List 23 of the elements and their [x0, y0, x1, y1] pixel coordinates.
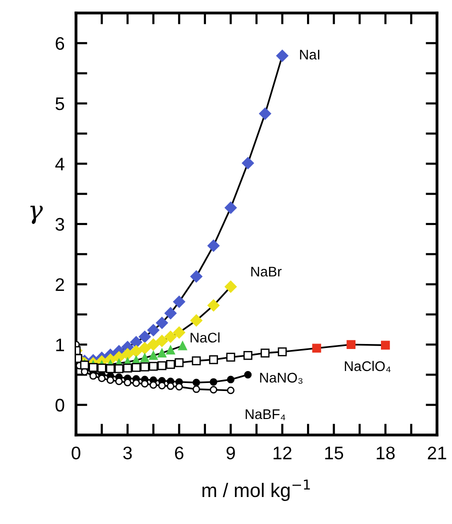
y-tick-label: 1: [56, 338, 64, 352]
x-tick-label: 9: [226, 446, 235, 460]
y-tick-label: 2: [56, 278, 64, 291]
y-tick-label: 3: [56, 218, 64, 231]
series-label: NaI: [300, 50, 320, 60]
y-tick-label: 5: [56, 98, 64, 110]
series-label: NaNO₃: [260, 372, 302, 384]
x-tick-label: 3: [123, 446, 132, 460]
x-tick-label: 12: [274, 446, 292, 460]
series-label: NaBF₄: [246, 409, 286, 420]
x-tick-label: 18: [376, 446, 395, 460]
x-tick-label: 21: [428, 446, 446, 460]
x-tick-label: 0: [72, 446, 80, 460]
y-tick-label: 6: [56, 37, 64, 50]
x-tick-label: 6: [175, 446, 184, 460]
y-tick-label: 0: [56, 398, 64, 412]
series-label: NaClO₄: [344, 360, 391, 372]
x-tick-label: 15: [325, 446, 344, 460]
y-tick-label: 4: [55, 158, 64, 170]
series-label: NaCl: [190, 332, 220, 343]
series-label: NaBr: [251, 266, 282, 277]
y-axis-title: γ: [30, 206, 43, 224]
x-axis-title: m / mol kg$^{−1}$: [202, 480, 310, 502]
